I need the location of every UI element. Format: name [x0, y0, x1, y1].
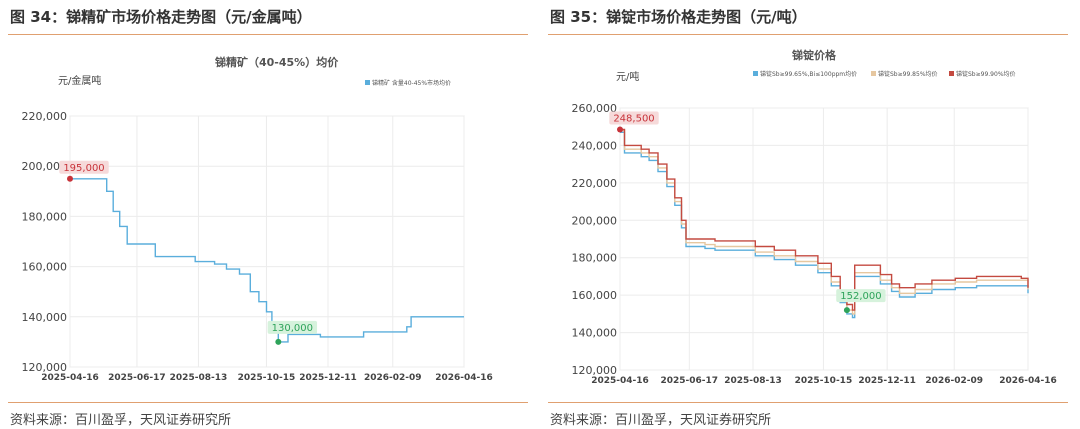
plot-frame: [69, 115, 465, 368]
x-tick-label: 2025-12-11: [299, 373, 357, 383]
series-line: [70, 178, 464, 343]
plot-frame: [619, 107, 1029, 371]
x-tick-label: 2025-12-11: [858, 376, 916, 386]
y-tick-label: 220,000: [572, 177, 618, 190]
x-tick-label: 2025-08-13: [724, 376, 782, 386]
y-tick-label: 180,000: [572, 252, 618, 265]
y-tick-label: 260,000: [572, 102, 618, 115]
x-tick-label: 2025-06-17: [661, 376, 719, 386]
x-tick-label: 2025-08-13: [170, 373, 228, 383]
source-note: 资料来源：百川盈孚，天风证券研究所: [550, 413, 772, 428]
figure-title: 图 34：锑精矿市场价格走势图（元/金属吨）: [10, 8, 312, 26]
legend-swatch: [753, 71, 758, 76]
x-tick-label: 2025-10-15: [238, 373, 296, 383]
chart-legend: 锑精矿 含量40-45%市场均价: [365, 79, 451, 87]
chart-title: 锑锭价格: [791, 48, 837, 62]
y-tick-label: 160,000: [572, 289, 618, 302]
antimony-ingot-price-chart: 锑锭价格 元/吨 锑锭Sb≥99.65%,Bi≤100ppm均价 锑锭Sb≥99…: [572, 48, 1057, 386]
source-note: 资料来源：百川盈孚，天风证券研究所: [10, 413, 232, 428]
extreme-value-label: 195,000: [63, 163, 104, 174]
y-unit-label: 元/吨: [616, 70, 639, 83]
x-tick-label: 2026-04-16: [999, 376, 1057, 386]
y-tick-label: 180,000: [22, 210, 68, 223]
legend-label: 锑锭Sb≥99.85%均价: [878, 70, 938, 78]
chart-legend: 锑锭Sb≥99.65%,Bi≤100ppm均价 锑锭Sb≥99.85%均价 锑锭…: [753, 70, 1016, 78]
y-tick-label: 120,000: [22, 361, 68, 374]
y-tick-label: 120,000: [572, 364, 618, 377]
y-tick-label: 160,000: [22, 261, 68, 274]
legend-swatch: [871, 71, 876, 76]
extreme-value-label-bg: [267, 320, 318, 334]
y-tick-label: 140,000: [22, 311, 68, 324]
legend-label: 锑锭Sb≥99.65%,Bi≤100ppm均价: [760, 70, 857, 78]
extreme-value-label-bg: [609, 111, 659, 125]
legend-label: 锑精矿 含量40-45%市场均价: [372, 79, 451, 87]
extreme-value-label: 130,000: [272, 323, 313, 334]
y-unit-label: 元/金属吨: [58, 74, 101, 87]
x-tick-label: 2025-10-15: [795, 376, 853, 386]
figure-35-panel: 图 35：锑锭市场价格走势图（元/吨） 锑锭价格 元/吨 锑锭Sb≥99.65%…: [548, 0, 1068, 429]
series-line: [620, 128, 1029, 311]
y-tick-label: 220,000: [22, 110, 68, 123]
source-rule: [8, 402, 528, 403]
title-rule: [8, 34, 528, 35]
x-tick-label: 2025-06-17: [108, 373, 166, 383]
antimony-concentrate-price-chart: 锑精矿（40-45%）均价 元/金属吨 锑精矿 含量40-45%市场均价 120…: [22, 55, 493, 383]
title-rule: [548, 34, 1068, 35]
extreme-value-label: 152,000: [840, 291, 881, 302]
series-line: [620, 129, 1029, 315]
x-tick-label: 2025-04-16: [41, 373, 99, 383]
y-tick-label: 200,000: [22, 160, 68, 173]
chart-title: 锑精矿（40-45%）均价: [214, 55, 339, 69]
y-tick-label: 200,000: [572, 214, 618, 227]
x-tick-label: 2026-04-16: [435, 373, 493, 383]
x-tick-label: 2025-04-16: [591, 376, 649, 386]
figure-34-panel: 图 34：锑精矿市场价格走势图（元/金属吨） 锑精矿（40-45%）均价 元/金…: [8, 0, 528, 429]
extreme-value-marker: [617, 126, 623, 133]
source-rule: [548, 402, 1068, 403]
legend-swatch: [949, 71, 954, 76]
plot-area: 120,000 140,000 160,000 180,000 200,000 220,0…: [22, 110, 493, 383]
extreme-value-label: 248,500: [613, 114, 654, 125]
y-tick-label: 140,000: [572, 327, 618, 340]
figure-title: 图 35：锑锭市场价格走势图（元/吨）: [550, 8, 807, 26]
x-tick-label: 2026-02-09: [925, 376, 983, 386]
y-tick-label: 240,000: [572, 139, 618, 152]
series-line: [620, 131, 1029, 319]
extreme-value-label-bg: [59, 160, 109, 174]
plot-area: 120,000 140,000 160,000 180,000 200,000 220,0…: [572, 102, 1057, 386]
extreme-value-label-bg: [836, 289, 886, 303]
extreme-value-marker: [67, 175, 73, 182]
extreme-value-marker: [275, 338, 282, 345]
x-tick-label: 2026-02-09: [364, 373, 422, 383]
legend-label: 锑锭Sb≥99.90%均价: [956, 70, 1016, 78]
legend-swatch: [365, 80, 370, 85]
extreme-value-marker: [843, 307, 850, 314]
